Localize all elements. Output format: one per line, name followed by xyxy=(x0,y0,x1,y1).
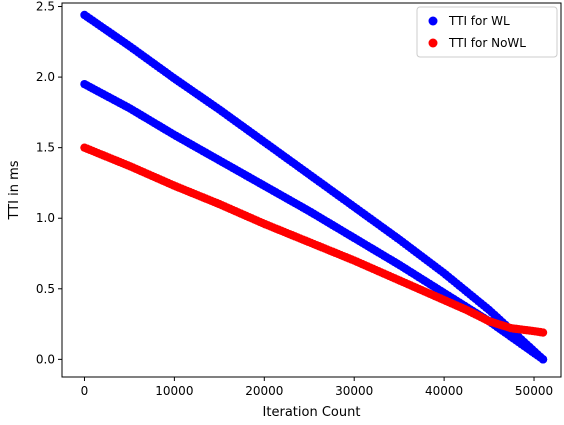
plot-area xyxy=(80,10,548,364)
legend-marker-wl xyxy=(428,16,438,26)
x-tick-label: 40000 xyxy=(425,384,463,398)
series-0 xyxy=(80,10,548,364)
data-point xyxy=(538,328,548,337)
axes-frame xyxy=(61,2,562,378)
x-tick-label: 20000 xyxy=(245,384,283,398)
x-tick-label: 0 xyxy=(81,384,89,398)
y-tick-label: 0.5 xyxy=(36,282,55,296)
legend-label-wl: TTI for WL xyxy=(448,14,510,28)
x-tick-label: 50000 xyxy=(515,384,553,398)
x-axis-label: Iteration Count xyxy=(263,405,361,420)
x-tick-label: 10000 xyxy=(155,384,193,398)
y-tick-label: 1.5 xyxy=(36,141,55,155)
y-tick-label: 2.0 xyxy=(36,70,55,84)
y-axis-label: TTI in ms xyxy=(7,160,22,220)
legend-marker-nowl xyxy=(428,38,438,48)
y-tick-label: 1.0 xyxy=(36,211,55,225)
y-tick-label: 2.5 xyxy=(36,0,55,14)
data-point xyxy=(538,355,548,364)
legend: TTI for WL TTI for NoWL xyxy=(416,6,558,58)
legend-label-nowl: TTI for NoWL xyxy=(448,36,526,50)
series-1 xyxy=(80,143,548,337)
x-tick-label: 30000 xyxy=(335,384,373,398)
y-tick-label: 0.0 xyxy=(36,352,55,366)
legend-box xyxy=(416,6,558,58)
ticks: 0 10000 20000 30000 40000 50000 0.0 0.5 1.0 1.5 2.… xyxy=(36,0,553,398)
